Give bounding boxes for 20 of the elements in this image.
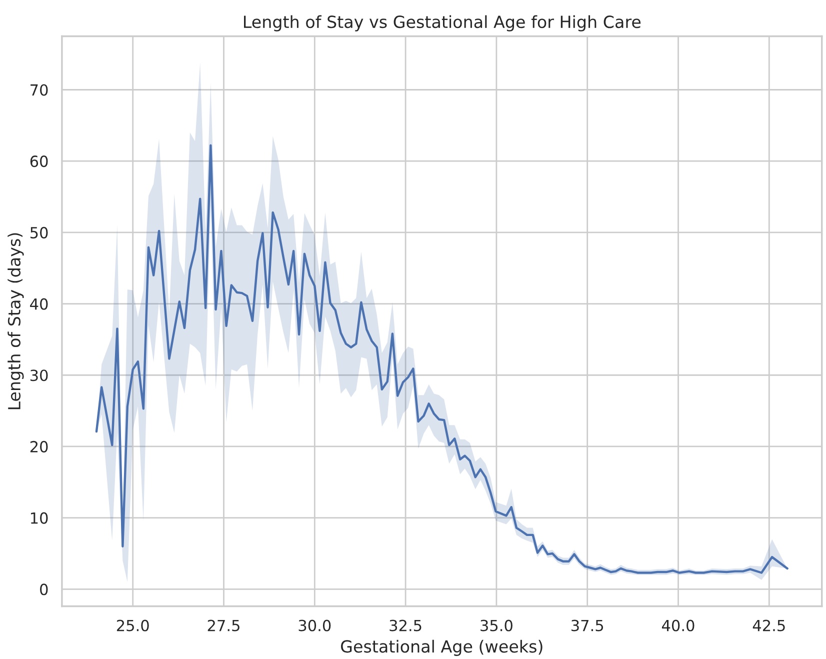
y-tick-label: 60 — [30, 156, 48, 168]
y-axis-title: Length of Stay (days) — [8, 233, 24, 410]
y-tick-label: 50 — [30, 226, 48, 238]
x-tick-label: 32.5 — [390, 620, 422, 632]
x-tick-label: 27.5 — [208, 620, 240, 632]
x-tick-label: 42.5 — [752, 620, 785, 632]
x-tick-label: 37.5 — [572, 620, 604, 632]
x-tick-label: 40.0 — [662, 620, 694, 632]
y-tick-label: 0 — [40, 584, 48, 596]
chart-title: Length of Stay vs Gestational Age for High Care — [244, 15, 641, 32]
y-tick-label: 20 — [30, 440, 48, 452]
y-tick-label: 70 — [30, 84, 48, 96]
y-tick-label: 10 — [30, 512, 48, 524]
y-tick-label: 30 — [30, 370, 48, 382]
x-tick-label: 25.0 — [116, 620, 149, 632]
x-tick-label: 30.0 — [298, 620, 331, 632]
line-series — [95, 144, 788, 574]
x-axis-title: Gestational Age (weeks) — [341, 640, 542, 656]
x-tick-label: 35.0 — [480, 620, 512, 632]
y-tick-label: 40 — [30, 298, 48, 310]
